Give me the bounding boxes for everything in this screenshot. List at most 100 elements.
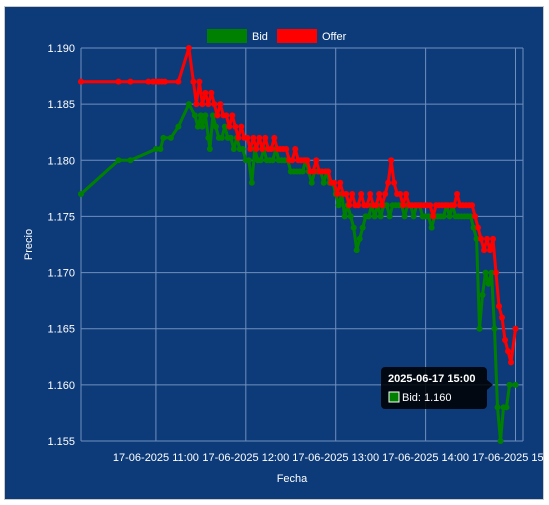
data-point-offer[interactable] [484, 235, 491, 242]
data-point-bid[interactable] [476, 325, 483, 332]
data-point-offer[interactable] [250, 134, 257, 141]
data-point-bid[interactable] [440, 213, 447, 220]
data-point-bid[interactable] [488, 269, 495, 276]
data-point-offer[interactable] [475, 224, 482, 231]
data-point-offer[interactable] [403, 190, 410, 197]
data-point-bid[interactable] [191, 112, 198, 119]
data-point-bid[interactable] [197, 112, 204, 119]
data-point-offer[interactable] [226, 123, 233, 130]
data-point-bid[interactable] [194, 123, 201, 130]
data-point-bid[interactable] [335, 202, 342, 209]
data-point-bid[interactable] [350, 224, 357, 231]
data-point-offer[interactable] [481, 247, 488, 254]
data-point-bid[interactable] [446, 213, 453, 220]
data-point-bid[interactable] [497, 438, 504, 444]
data-point-offer[interactable] [499, 314, 506, 321]
data-point-bid[interactable] [257, 157, 264, 164]
data-point-bid[interactable] [482, 269, 489, 276]
data-point-bid[interactable] [386, 213, 393, 220]
data-point-bid[interactable] [127, 157, 134, 164]
data-point-bid[interactable] [167, 134, 174, 141]
data-point-offer[interactable] [388, 157, 395, 164]
data-point-bid[interactable] [365, 213, 372, 220]
data-point-bid[interactable] [512, 381, 519, 388]
data-point-offer[interactable] [331, 179, 338, 186]
data-point-offer[interactable] [313, 157, 320, 164]
data-point-bid[interactable] [320, 179, 327, 186]
data-point-bid[interactable] [209, 112, 216, 119]
data-point-offer[interactable] [487, 247, 494, 254]
data-point-offer[interactable] [145, 78, 152, 85]
data-point-bid[interactable] [185, 101, 192, 108]
data-point-offer[interactable] [175, 78, 182, 85]
data-point-bid[interactable] [353, 247, 360, 254]
data-point-bid[interactable] [506, 381, 513, 388]
data-point-bid[interactable] [248, 179, 255, 186]
data-point-offer[interactable] [512, 325, 519, 332]
data-point-bid[interactable] [377, 213, 384, 220]
data-point-offer[interactable] [385, 179, 392, 186]
data-point-offer[interactable] [334, 190, 341, 197]
data-point-offer[interactable] [367, 190, 374, 197]
data-point-offer[interactable] [202, 89, 209, 96]
data-point-bid[interactable] [152, 146, 159, 153]
data-point-offer[interactable] [127, 78, 134, 85]
data-point-offer[interactable] [304, 157, 311, 164]
data-point-bid[interactable] [115, 157, 122, 164]
data-point-offer[interactable] [346, 202, 353, 209]
data-point-offer[interactable] [325, 168, 332, 175]
data-point-offer[interactable] [379, 202, 386, 209]
data-point-offer[interactable] [229, 112, 236, 119]
data-point-offer[interactable] [289, 157, 296, 164]
data-point-offer[interactable] [214, 112, 221, 119]
data-point-offer[interactable] [469, 202, 476, 209]
data-point-offer[interactable] [256, 134, 263, 141]
data-point-offer[interactable] [244, 134, 251, 141]
data-point-bid[interactable] [269, 157, 276, 164]
data-point-bid[interactable] [160, 134, 167, 141]
data-point-bid[interactable] [221, 123, 228, 130]
data-point-offer[interactable] [190, 78, 197, 85]
data-point-offer[interactable] [211, 101, 218, 108]
data-point-offer[interactable] [382, 190, 389, 197]
data-point-offer[interactable] [310, 168, 317, 175]
data-point-offer[interactable] [451, 202, 458, 209]
legend-item-bid[interactable]: Bid [207, 29, 268, 43]
data-point-bid[interactable] [212, 123, 219, 130]
data-point-offer[interactable] [391, 179, 398, 186]
data-point-bid[interactable] [467, 213, 474, 220]
data-point-offer[interactable] [496, 303, 503, 310]
data-point-offer[interactable] [502, 336, 509, 343]
data-point-offer[interactable] [493, 269, 500, 276]
data-point-offer[interactable] [349, 190, 356, 197]
data-point-offer[interactable] [238, 123, 245, 130]
data-point-offer[interactable] [292, 146, 299, 153]
data-point-bid[interactable] [205, 134, 212, 141]
data-point-offer[interactable] [505, 348, 512, 355]
data-point-offer[interactable] [247, 146, 254, 153]
data-point-bid[interactable] [157, 146, 164, 153]
data-point-offer[interactable] [271, 134, 278, 141]
data-point-offer[interactable] [364, 202, 371, 209]
data-point-offer[interactable] [454, 190, 461, 197]
data-point-offer[interactable] [337, 179, 344, 186]
data-point-offer[interactable] [262, 134, 269, 141]
data-point-bid[interactable] [202, 112, 209, 119]
data-point-offer[interactable] [343, 190, 350, 197]
data-point-bid[interactable] [347, 213, 354, 220]
data-point-bid[interactable] [199, 123, 206, 130]
data-point-bid[interactable] [308, 179, 315, 186]
data-point-offer[interactable] [283, 146, 290, 153]
data-point-offer[interactable] [427, 202, 434, 209]
data-point-offer[interactable] [232, 123, 239, 130]
data-point-bid[interactable] [299, 168, 306, 175]
data-point-bid[interactable] [78, 190, 84, 197]
data-point-offer[interactable] [508, 359, 515, 366]
data-point-offer[interactable] [217, 101, 224, 108]
data-point-bid[interactable] [356, 235, 363, 242]
data-point-bid[interactable] [218, 134, 225, 141]
data-point-offer[interactable] [472, 213, 479, 220]
data-point-offer[interactable] [235, 134, 242, 141]
data-point-offer[interactable] [193, 101, 200, 108]
data-point-offer[interactable] [205, 101, 212, 108]
